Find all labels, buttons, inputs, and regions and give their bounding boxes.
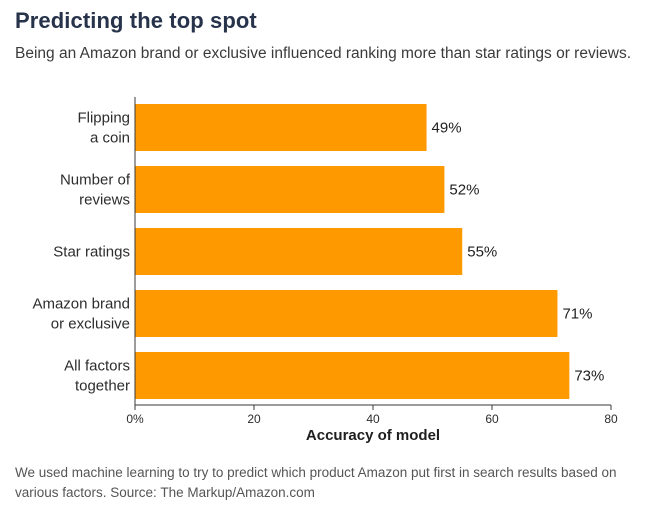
category-labels: Flipping a coin Number of reviews Star ratin… [32, 110, 130, 395]
category-label: Amazon brand [32, 296, 130, 313]
x-tick-label: 0% [126, 412, 144, 426]
x-tick-label: 40 [366, 412, 380, 426]
category-label: Number of [60, 172, 131, 189]
x-tick-label: 60 [485, 412, 499, 426]
footnote: We used machine learning to try to predi… [15, 465, 617, 500]
bar [135, 290, 558, 337]
category-label: a coin [90, 130, 130, 147]
value-labels: 49% 52% 55% 71% 73% [432, 120, 605, 385]
category-label: together [75, 378, 130, 395]
x-axis-ticks: 0% 20 40 60 80 [126, 405, 618, 426]
category-label: Star ratings [53, 244, 130, 261]
category-label: reviews [79, 192, 130, 209]
bar-value-label: 49% [432, 120, 462, 137]
bar [135, 104, 427, 151]
bar-value-label: 55% [467, 244, 497, 261]
bar-value-label: 52% [449, 182, 479, 199]
category-label: All factors [64, 358, 130, 375]
category-label: or exclusive [51, 316, 130, 333]
chart-title: Predicting the top spot [15, 8, 257, 33]
bar-value-label: 71% [562, 306, 592, 323]
bar [135, 352, 570, 399]
bar [135, 228, 463, 275]
bar-chart: Flipping a coin Number of reviews Star ratin… [32, 97, 618, 444]
bar-value-label: 73% [574, 368, 604, 385]
x-tick-label: 80 [604, 412, 618, 426]
bar [135, 166, 445, 213]
category-label: Flipping [77, 110, 130, 127]
x-tick-label: 20 [247, 412, 261, 426]
bars-layer [135, 104, 570, 399]
x-axis-title: Accuracy of model [306, 427, 440, 444]
chart-subtitle: Being an Amazon brand or exclusive influ… [15, 45, 632, 62]
